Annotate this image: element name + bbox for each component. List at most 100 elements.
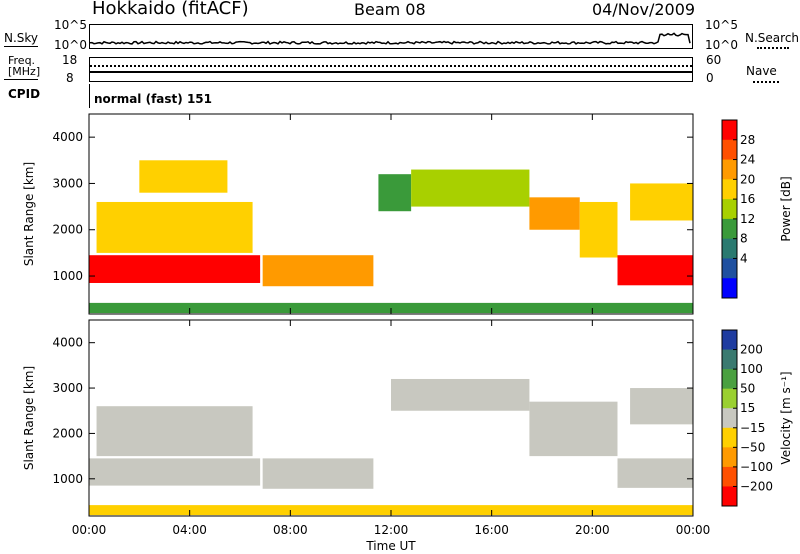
colorbar-tick-label: 12 — [740, 212, 755, 226]
velocity-colorbar-swatch — [722, 466, 737, 487]
x-axis-label: Time UT — [365, 539, 416, 553]
nsearch-tick-top: 10^5 — [705, 18, 738, 32]
velocity-colorbar-swatch — [722, 369, 737, 390]
y-tick-label: 1000 — [52, 269, 83, 283]
nave-dotted-line — [753, 81, 779, 83]
x-tick-label: 00:00 — [72, 523, 107, 537]
power-data — [89, 160, 693, 314]
colorbar-label: Power [dB] — [779, 176, 793, 241]
nsearch-label: N.Search — [745, 31, 800, 45]
freq-trace — [90, 71, 692, 73]
nave-label: Nave — [746, 64, 777, 78]
power-echo-region-10 — [89, 302, 693, 314]
colorbar-label: Velocity [m s⁻¹] — [779, 371, 793, 464]
velocity-colorbar-frame — [721, 329, 738, 507]
power-echo-region-6 — [529, 197, 580, 230]
colorbar-tick-label: −100 — [740, 460, 773, 474]
nsky-tick-bottom: 10^0 — [54, 38, 87, 52]
freq-underline — [4, 79, 38, 80]
x-tick-label: 16:00 — [474, 523, 509, 537]
power-colorbar-swatch — [722, 159, 737, 180]
colorbar-tick-label: 24 — [740, 153, 755, 167]
nsky-tick-top: 10^5 — [54, 18, 87, 32]
colorbar-tick-label: 50 — [740, 382, 755, 396]
power-echo-region-3 — [262, 255, 374, 287]
y-tick-label: 1000 — [52, 472, 83, 486]
nsky-label: N.Sky — [4, 31, 39, 45]
freq-panel — [89, 57, 693, 82]
velocity-echo-region-2 — [262, 458, 374, 489]
velocity-echo-region-0 — [89, 458, 261, 486]
y-tick-label: 4000 — [52, 336, 83, 350]
colorbar-tick-label: 15 — [740, 401, 755, 415]
freq-unit-label: [MHz] — [8, 65, 41, 78]
power-colorbar-swatch — [722, 139, 737, 161]
power-echo-region-1 — [96, 201, 253, 253]
power-colorbar-swatch — [722, 278, 737, 299]
power-echo-region-4 — [378, 174, 412, 212]
power-colorbar-swatch — [722, 258, 737, 279]
x-tick-label: 20:00 — [575, 523, 610, 537]
velocity-colorbar-swatch — [722, 349, 737, 370]
nsearch-dotted-line — [757, 47, 789, 49]
power-colorbar-frame — [721, 119, 738, 299]
y-tick-label: 2000 — [52, 426, 83, 440]
cpid-mode: normal (fast) 151 — [94, 92, 212, 106]
nave-tick-top: 60 — [706, 53, 722, 67]
colorbar-tick-label: 8 — [740, 232, 748, 246]
power-colorbar-swatch — [722, 120, 737, 141]
nave-tick-bottom: 0 — [706, 71, 714, 85]
velocity-colorbar-swatch — [722, 427, 737, 448]
y-tick-label: 4000 — [52, 130, 83, 144]
y-tick-label: 3000 — [52, 176, 83, 190]
velocity-colorbar-swatch — [722, 388, 737, 409]
colorbar-tick-label: 20 — [740, 172, 755, 186]
velocity-echo-region-1 — [96, 406, 253, 457]
power-echo-region-5 — [411, 169, 530, 207]
power-echo-region-7 — [579, 201, 618, 258]
colorbar-tick-label: 16 — [740, 192, 755, 206]
power-colorbar-swatch — [722, 218, 737, 240]
velocity-echo-region-6 — [630, 388, 693, 425]
colorbar-tick-label: −15 — [740, 421, 765, 435]
power-colorbar-swatch — [722, 238, 737, 259]
nsky-underline — [4, 46, 38, 47]
velocity-colorbar-swatch — [722, 447, 737, 468]
date-label: 04/Nov/2009 — [592, 0, 696, 19]
freq-tick-bottom: 8 — [66, 71, 74, 85]
x-tick-label: 00:00 — [676, 523, 711, 537]
velocity-echo-region-4 — [529, 401, 618, 457]
freq-tick-top: 18 — [62, 53, 78, 67]
x-tick-label: 12:00 — [374, 523, 409, 537]
y-tick-label: 3000 — [52, 381, 83, 395]
power-echo-region-9 — [630, 183, 693, 221]
cpid-label: CPID — [8, 87, 41, 101]
y-axis-label: Slant Range [km] — [22, 366, 36, 470]
colorbar-tick-label: 200 — [740, 343, 763, 357]
velocity-colorbar-swatch — [722, 330, 737, 351]
beam-label: Beam 08 — [354, 0, 426, 19]
colorbar-tick-label: 4 — [740, 251, 748, 265]
x-tick-label: 04:00 — [172, 523, 207, 537]
nave-trace — [90, 65, 692, 67]
freq-label: Freq. — [8, 54, 36, 67]
velocity-echo-region-3 — [391, 378, 530, 411]
y-tick-label: 2000 — [52, 223, 83, 237]
nsky-panel — [89, 24, 693, 49]
power-echo-region-2 — [139, 160, 228, 193]
station-title: Hokkaido (fitACF) — [92, 0, 249, 19]
velocity-echo-region-5 — [617, 458, 693, 488]
power-echo-region-8 — [617, 255, 693, 286]
velocity-colorbar-swatch — [722, 486, 737, 507]
colorbar-tick-label: −50 — [740, 440, 765, 454]
power-colorbar-swatch — [722, 179, 737, 200]
x-tick-label: 08:00 — [273, 523, 308, 537]
velocity-colorbar-swatch — [722, 408, 737, 429]
y-axis-label: Slant Range [km] — [22, 162, 36, 266]
cpid-axis-line — [89, 84, 90, 108]
colorbar-tick-label: 28 — [740, 133, 755, 147]
colorbar-tick-label: 100 — [740, 362, 763, 376]
